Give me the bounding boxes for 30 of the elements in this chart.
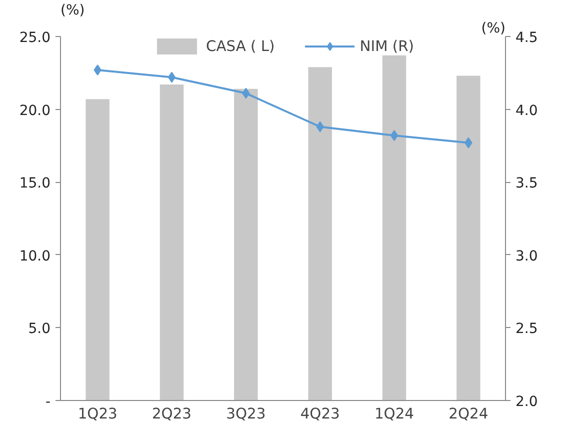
bar bbox=[160, 84, 184, 400]
y-tick-label: 20.0 bbox=[19, 102, 50, 119]
y-tick-label: 15.0 bbox=[19, 176, 50, 192]
y2-tick-label: 4.5 bbox=[516, 30, 538, 46]
x-tick-label: 4Q23 bbox=[300, 406, 340, 422]
bar bbox=[86, 99, 110, 400]
legend-label: CASA ( L) bbox=[206, 38, 275, 54]
bar bbox=[308, 67, 332, 400]
y2-tick-label: 2.5 bbox=[516, 321, 538, 338]
y-tick-label: 25.0 bbox=[19, 30, 50, 46]
y-tick-label: 5.0 bbox=[28, 321, 50, 338]
y-tick-label: - bbox=[45, 394, 51, 410]
y2-tick-label: 3.5 bbox=[516, 176, 538, 192]
x-tick-label: 3Q23 bbox=[226, 406, 266, 422]
point bbox=[390, 130, 398, 142]
y2-axis-title: (%) bbox=[481, 20, 506, 36]
y-tick-label: 10.0 bbox=[19, 248, 50, 264]
x-tick-label: 1Q24 bbox=[374, 406, 414, 422]
x-tick-label: 1Q23 bbox=[78, 406, 118, 422]
x-tick-label: 2Q24 bbox=[448, 406, 488, 422]
y2-tick-label: 2.0 bbox=[516, 394, 538, 410]
y-axis-title: (%) bbox=[60, 2, 85, 18]
y2-tick-label: 4.0 bbox=[516, 102, 538, 119]
y2-tick-label: 3.0 bbox=[516, 248, 538, 264]
bar bbox=[234, 88, 258, 400]
bar bbox=[382, 55, 406, 400]
bar bbox=[456, 76, 480, 400]
legend-label: NIM (R) bbox=[360, 38, 414, 54]
x-tick-label: 2Q23 bbox=[152, 406, 192, 422]
point bbox=[168, 72, 176, 83]
